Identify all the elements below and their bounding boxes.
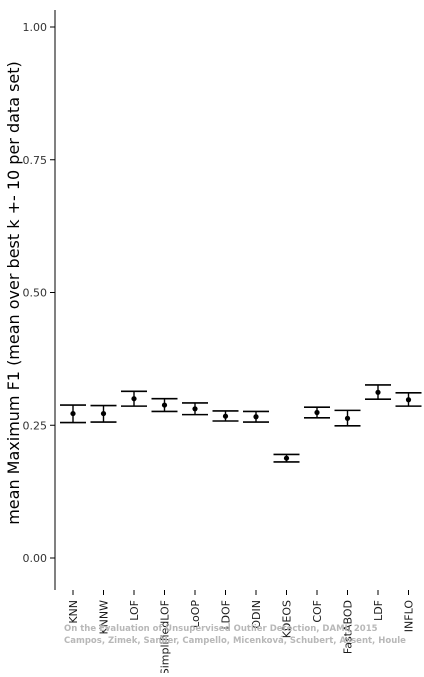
data-point	[70, 410, 76, 417]
x-tick-label: KNNW	[98, 600, 111, 635]
x-tick-label: COF	[311, 600, 324, 623]
data-point	[222, 413, 229, 419]
x-tick-label: LOF	[128, 600, 141, 621]
watermark-line-1: On the Evaluation of Unsupervised Outlie…	[64, 624, 378, 634]
data-point	[161, 402, 168, 408]
y-tick-label: 1.00	[23, 21, 48, 34]
y-tick-label: 0.00	[23, 552, 48, 565]
y-axis-title: mean Maximum F1 (mean over best k +- 10 …	[4, 61, 23, 525]
y-tick-label: 0.25	[23, 419, 48, 432]
x-tick-label: LDOF	[220, 600, 233, 630]
data-point	[100, 410, 107, 417]
y-tick-label: 0.75	[23, 154, 48, 167]
x-tick-label: KDEOS	[281, 600, 294, 638]
x-tick-label: LDF	[372, 600, 385, 621]
data-point	[253, 414, 259, 420]
x-tick-label: KNN	[67, 600, 80, 624]
watermark-line-2: Campos, Zimek, Sander, Campello, Micenko…	[64, 636, 406, 646]
x-tick-label: FastABOD	[342, 600, 355, 654]
data-point	[375, 389, 381, 395]
data-point	[405, 397, 412, 403]
x-tick-label: ODIN	[250, 600, 263, 629]
data-point	[314, 409, 320, 416]
y-tick-label: 0.50	[23, 287, 48, 300]
data-point	[131, 396, 137, 402]
x-tick-label: LoOP	[189, 600, 202, 628]
data-point	[283, 455, 290, 461]
data-point	[344, 415, 351, 421]
x-tick-label: SimplifiedLOF	[159, 600, 172, 673]
x-tick-label: INFLO	[403, 600, 416, 633]
data-point	[192, 406, 198, 412]
